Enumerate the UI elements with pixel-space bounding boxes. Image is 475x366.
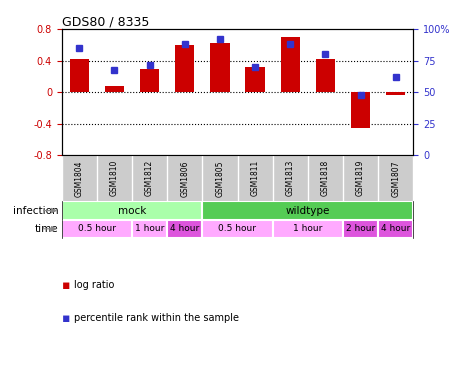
Bar	[316, 59, 335, 92]
Text: GSM1807: GSM1807	[391, 160, 400, 197]
Bar	[167, 220, 202, 238]
Text: GSM1819: GSM1819	[356, 160, 365, 197]
Bar	[62, 201, 202, 220]
Bar	[210, 43, 229, 92]
Bar	[70, 59, 89, 92]
Text: GSM1804: GSM1804	[75, 160, 84, 197]
Text: 0.5 hour: 0.5 hour	[78, 224, 116, 233]
Bar	[246, 67, 265, 92]
Bar	[132, 220, 167, 238]
Text: ▪: ▪	[62, 312, 71, 325]
Bar	[62, 220, 132, 238]
Text: GSM1813: GSM1813	[286, 160, 294, 197]
Text: 0.5 hour: 0.5 hour	[218, 224, 256, 233]
Bar	[343, 220, 378, 238]
Text: wildtype: wildtype	[285, 206, 330, 216]
Text: GDS80 / 8335: GDS80 / 8335	[62, 15, 149, 28]
Text: GSM1806: GSM1806	[180, 160, 189, 197]
Bar	[175, 45, 194, 92]
Text: time: time	[35, 224, 58, 234]
Bar	[202, 220, 273, 238]
Text: GSM1811: GSM1811	[251, 160, 259, 197]
Text: 4 hour: 4 hour	[170, 224, 199, 233]
Text: 1 hour: 1 hour	[135, 224, 164, 233]
Text: GSM1818: GSM1818	[321, 160, 330, 197]
Text: log ratio: log ratio	[74, 280, 114, 291]
Bar	[105, 86, 124, 92]
Bar	[273, 220, 343, 238]
Text: GSM1805: GSM1805	[216, 160, 224, 197]
Bar	[281, 37, 300, 92]
Text: GSM1810: GSM1810	[110, 160, 119, 197]
Text: infection: infection	[13, 206, 58, 216]
Bar	[202, 201, 413, 220]
Text: 1 hour: 1 hour	[293, 224, 323, 233]
Bar	[140, 68, 159, 92]
Text: 2 hour: 2 hour	[346, 224, 375, 233]
Text: ▪: ▪	[62, 279, 71, 292]
Text: GSM1812: GSM1812	[145, 160, 154, 197]
Text: percentile rank within the sample: percentile rank within the sample	[74, 313, 238, 324]
Bar	[386, 92, 405, 96]
Bar	[378, 220, 413, 238]
Text: mock: mock	[118, 206, 146, 216]
Bar	[351, 92, 370, 128]
Text: 4 hour: 4 hour	[381, 224, 410, 233]
